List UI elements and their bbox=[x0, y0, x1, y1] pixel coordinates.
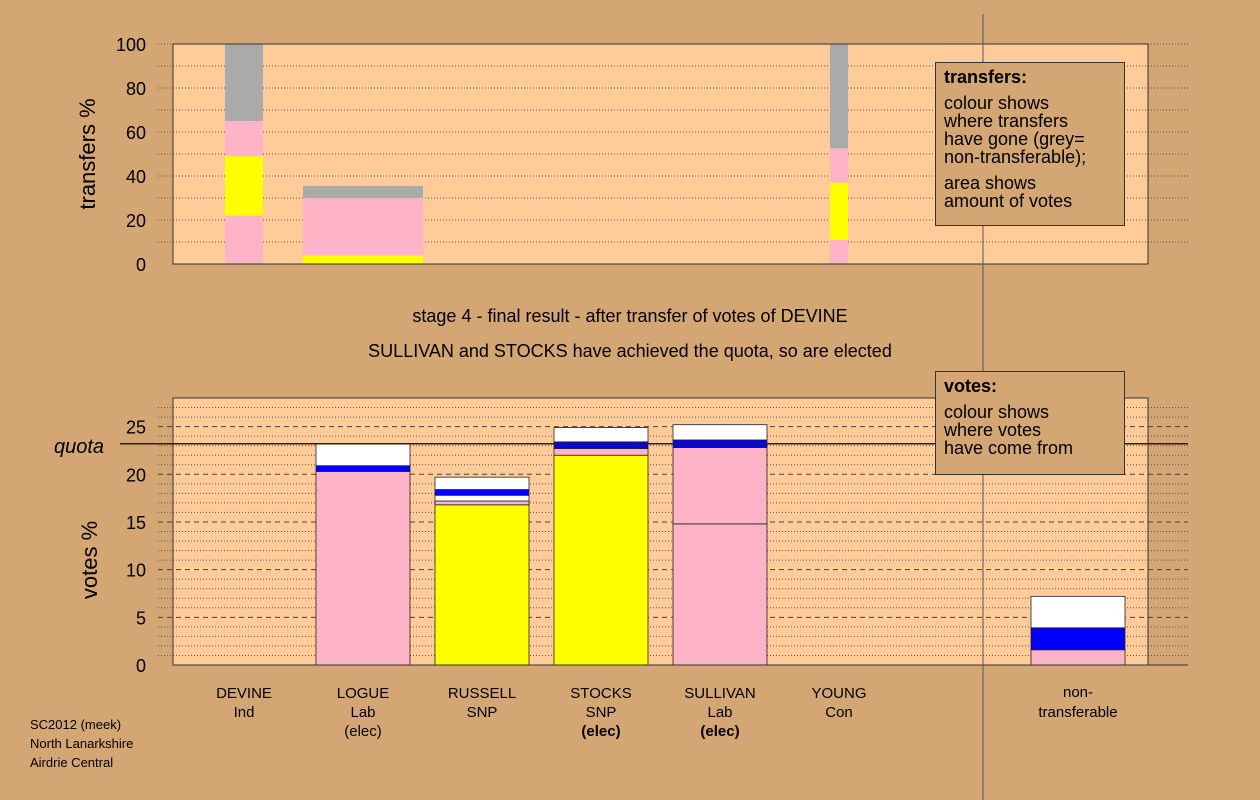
votes-legend-heading: votes: bbox=[944, 376, 998, 396]
vote-bar-segment bbox=[434, 500, 530, 506]
vote-bar-segment bbox=[553, 427, 649, 443]
transfers-legend-line: amount of votes bbox=[944, 191, 1073, 211]
transfers-legend-line: have gone (grey= bbox=[944, 129, 1085, 149]
transfers-y-axis-label: transfers % bbox=[75, 98, 100, 209]
votes-y-tick-label: 25 bbox=[126, 418, 146, 438]
chart-title-line2: SULLIVAN and STOCKS have achieved the qu… bbox=[368, 341, 892, 361]
vote-bar-segment bbox=[672, 447, 768, 525]
transfers-legend-line: area shows bbox=[944, 173, 1037, 193]
chart-title-line1: stage 4 - final result - after transfer … bbox=[412, 306, 848, 326]
candidate-party-label: Lab bbox=[350, 704, 375, 721]
votes-legend-line: colour shows bbox=[944, 402, 1050, 422]
candidate-party-label: Lab bbox=[707, 704, 732, 721]
transfers-legend-line: colour shows bbox=[944, 93, 1050, 113]
transfer-bar-segment bbox=[303, 185, 423, 198]
vote-bar-segment bbox=[553, 448, 649, 456]
votes-y-tick-label: 15 bbox=[126, 513, 146, 533]
candidate-party-label: SNP bbox=[586, 704, 617, 721]
vote-bar-segment bbox=[672, 424, 768, 441]
candidate-name-label: DEVINE bbox=[216, 685, 272, 702]
quota-label: quota bbox=[54, 436, 104, 458]
transfer-bar-segment bbox=[303, 198, 423, 256]
vote-bar-segment bbox=[315, 471, 411, 666]
vote-bar-segment bbox=[553, 454, 649, 666]
votes-plot-frame bbox=[172, 397, 1149, 666]
transfers-legend: transfers: colour shows where transfers … bbox=[935, 62, 1125, 226]
vote-bar-segment bbox=[672, 523, 768, 666]
source-line: SC2012 (meek) bbox=[30, 717, 122, 732]
vote-bar-segment bbox=[553, 441, 649, 449]
source-line: Airdrie Central bbox=[30, 755, 114, 770]
votes-legend-line: have come from bbox=[944, 438, 1074, 458]
vote-bar-segment bbox=[434, 476, 530, 490]
votes-legend: votes: colour shows where votes have com… bbox=[935, 371, 1125, 475]
vote-bar-segment bbox=[434, 494, 530, 502]
transfers-y-tick-label: 60 bbox=[126, 123, 146, 143]
transfers-y-tick-label: 40 bbox=[126, 167, 146, 187]
vote-bar-segment bbox=[315, 443, 411, 467]
transfer-bar-segment bbox=[830, 239, 848, 264]
candidate-status-label: (elec) bbox=[581, 723, 620, 740]
transfers-legend-heading: transfers: bbox=[944, 67, 1028, 87]
transfers-y-tick-label: 80 bbox=[126, 79, 146, 99]
transfer-bar-segment bbox=[830, 148, 848, 183]
transfer-bar-segment bbox=[830, 44, 848, 149]
candidate-name-label: SULLIVAN bbox=[684, 685, 755, 702]
candidate-party-label: Ind bbox=[234, 704, 255, 721]
transfer-bar-segment bbox=[225, 121, 263, 157]
transfer-bar-segment bbox=[225, 156, 263, 216]
source-line: North Lanarkshire bbox=[30, 736, 134, 751]
vote-bar-segment bbox=[434, 504, 530, 666]
vote-bar-segment bbox=[434, 489, 530, 496]
candidate-status-label: (elec) bbox=[700, 723, 739, 740]
vote-bar-segment bbox=[1030, 649, 1126, 666]
votes-y-axis-label: votes % bbox=[77, 521, 102, 599]
candidate-name-label: LOGUE bbox=[337, 685, 390, 702]
nontransferable-label: non- bbox=[1063, 684, 1093, 701]
transfer-bar-segment bbox=[830, 182, 848, 240]
transfer-bar-segment bbox=[225, 44, 263, 121]
transfers-y-tick-label: 100 bbox=[116, 35, 146, 55]
candidate-name-label: YOUNG bbox=[811, 685, 866, 702]
transfers-y-tick-label: 0 bbox=[136, 255, 146, 275]
nontransferable-label: transferable bbox=[1038, 704, 1117, 721]
votes-legend-line: where votes bbox=[944, 420, 1042, 440]
candidate-status-label: (elec) bbox=[344, 723, 382, 740]
source-note: SC2012 (meek) North Lanarkshire Airdrie … bbox=[30, 715, 133, 772]
votes-y-tick-label: 20 bbox=[126, 465, 146, 485]
transfers-y-tick-label: 20 bbox=[126, 211, 146, 231]
votes-y-tick-label: 5 bbox=[136, 608, 146, 628]
transfers-plot-frame bbox=[172, 43, 1149, 265]
transfer-bar-segment bbox=[225, 215, 263, 264]
candidate-name-label: RUSSELL bbox=[448, 685, 516, 702]
votes-y-tick-label: 10 bbox=[126, 561, 146, 581]
transfers-legend-line: non-transferable); bbox=[944, 147, 1087, 167]
transfers-legend-line: where transfers bbox=[944, 111, 1069, 131]
candidate-party-label: Con bbox=[825, 704, 853, 721]
candidate-party-label: SNP bbox=[467, 704, 498, 721]
candidate-name-label: STOCKS bbox=[570, 685, 631, 702]
vote-bar-segment bbox=[315, 465, 411, 472]
votes-y-tick-label: 0 bbox=[136, 656, 146, 676]
vote-bar-segment bbox=[1030, 627, 1126, 651]
transfer-bar-segment bbox=[303, 255, 423, 264]
vote-bar-segment bbox=[1030, 595, 1126, 629]
